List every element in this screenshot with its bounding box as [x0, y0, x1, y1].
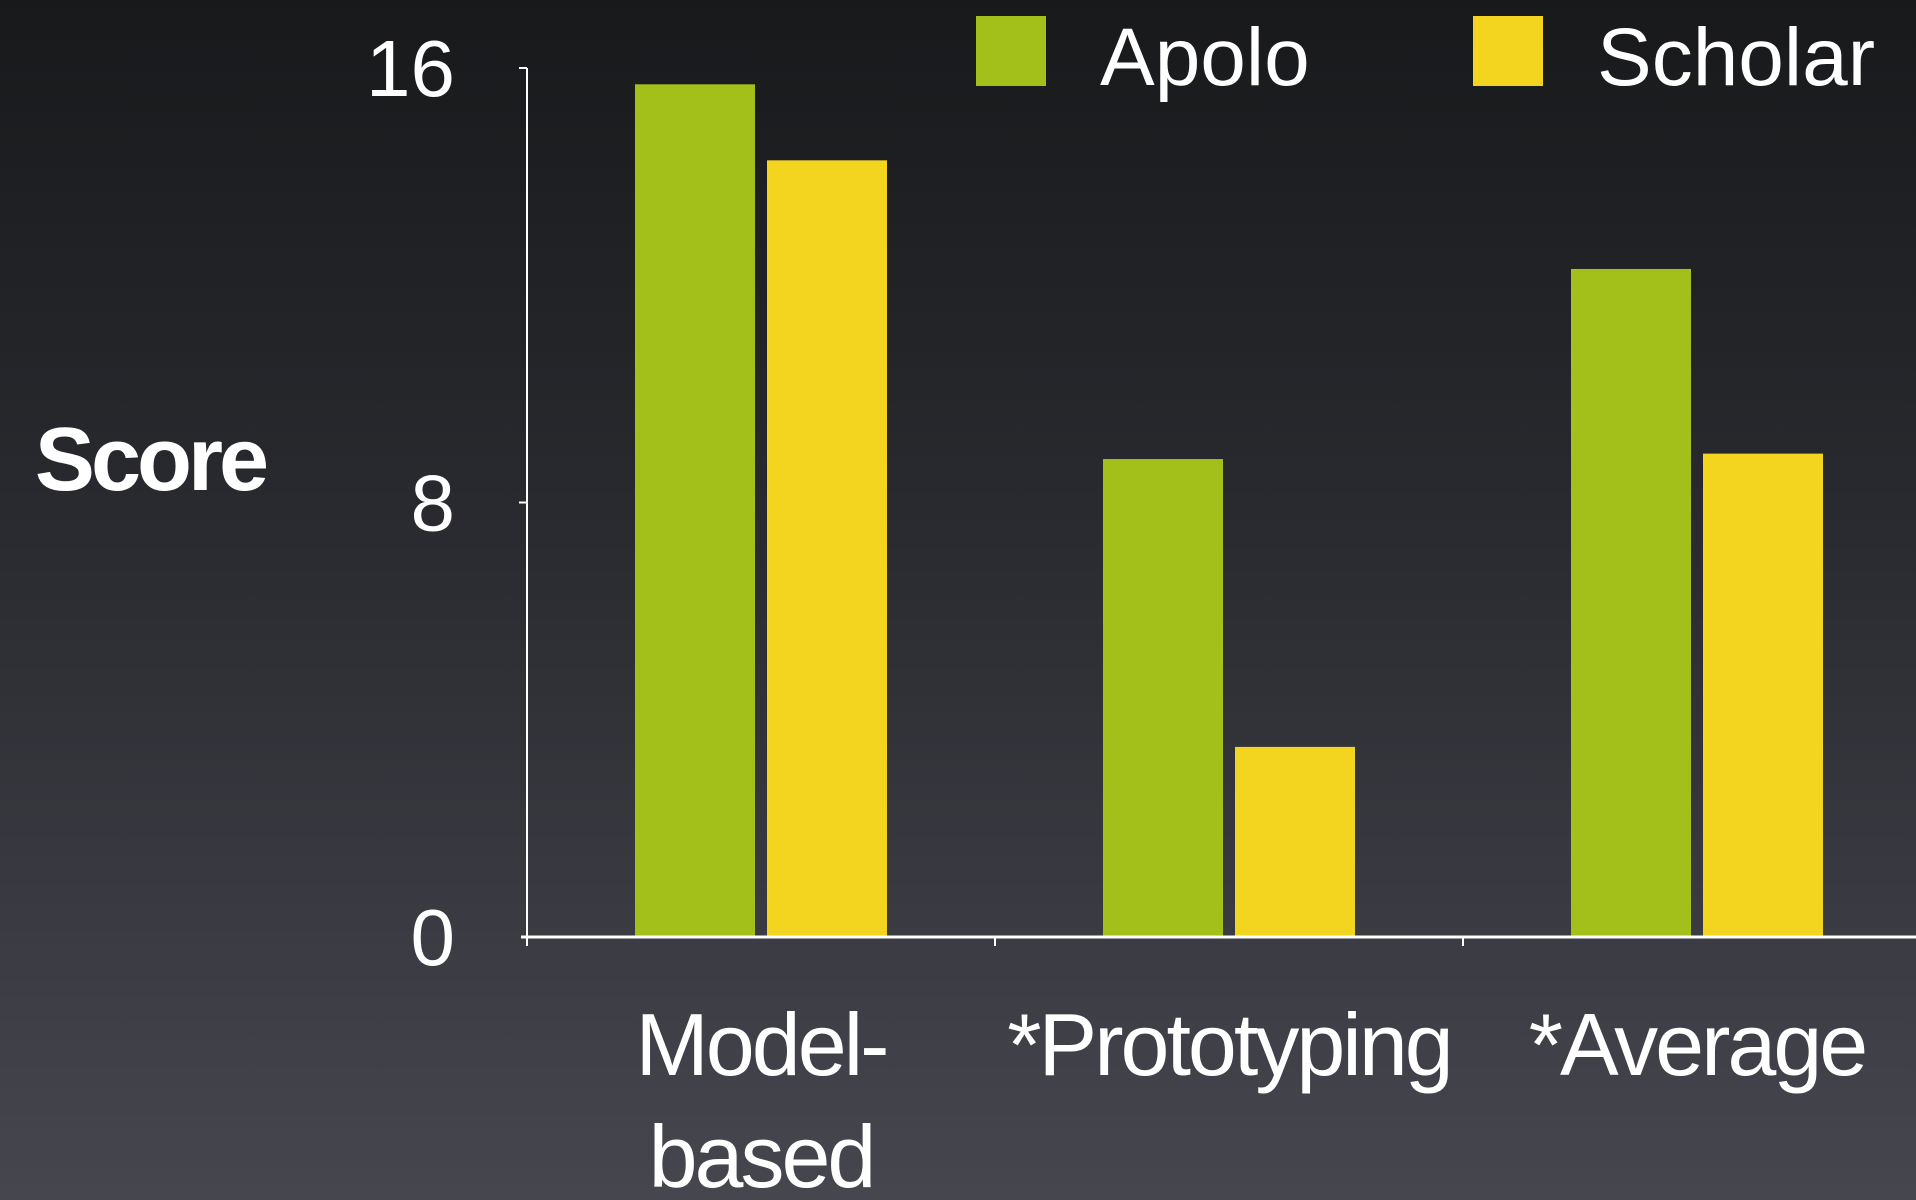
- legend-swatch-apolo: [976, 16, 1046, 86]
- y-tick-label-8: 8: [411, 459, 456, 548]
- legend: Apolo Scholar: [976, 12, 1875, 103]
- axes: [519, 67, 1916, 946]
- bar-apolo-2: [1571, 268, 1691, 937]
- legend-label-scholar: Scholar: [1597, 12, 1875, 103]
- x-axis-labels: Model-based *Prototyping *Average: [636, 995, 1869, 1200]
- bar-apolo-1: [1103, 459, 1223, 937]
- bar-scholar-2: [1703, 453, 1823, 937]
- x-category-label-1-0: *Prototyping: [1007, 995, 1450, 1094]
- bar-scholar-0: [767, 160, 887, 938]
- bar-scholar-1: [1235, 746, 1355, 937]
- y-tick-label-16: 16: [366, 24, 455, 113]
- y-axis-ticks: 0 8 16: [366, 24, 455, 982]
- y-axis-label: Score: [35, 410, 266, 510]
- bars: [635, 84, 1823, 938]
- x-category-label-0-1: based: [649, 1107, 874, 1200]
- legend-label-apolo: Apolo: [1100, 12, 1310, 103]
- x-category-label-2-0: *Average: [1529, 995, 1865, 1094]
- legend-swatch-scholar: [1473, 16, 1543, 86]
- y-tick-label-0: 0: [411, 893, 456, 982]
- x-category-label-0-0: Model-: [636, 995, 887, 1094]
- bar-apolo-0: [635, 84, 755, 937]
